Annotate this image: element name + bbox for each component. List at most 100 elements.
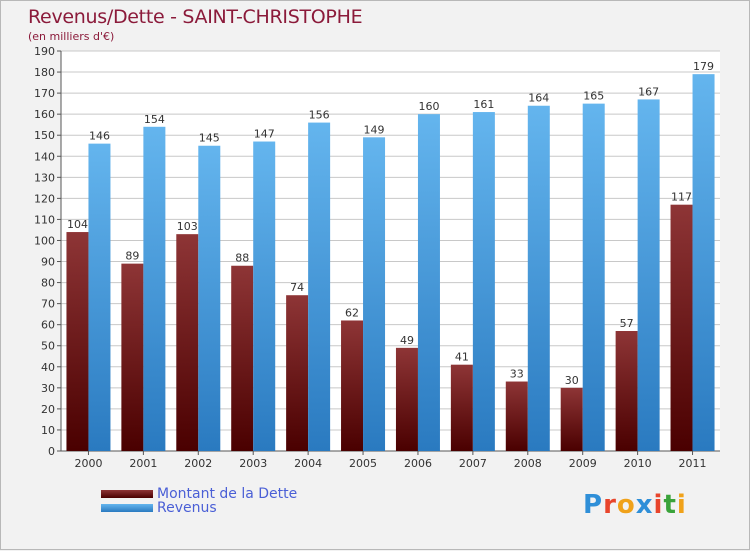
bar-debt bbox=[670, 204, 693, 451]
data-label-debt: 30 bbox=[565, 374, 579, 387]
x-tick-label: 2007 bbox=[459, 457, 487, 470]
logo-letter: o bbox=[616, 490, 636, 520]
legend-item-debt: Montant de la Dette bbox=[101, 486, 298, 502]
y-tick-label: 110 bbox=[34, 213, 55, 226]
bar-revenue bbox=[308, 122, 331, 451]
y-tick-label: 50 bbox=[41, 340, 55, 353]
bar-revenue bbox=[472, 112, 495, 451]
y-tick-label: 10 bbox=[41, 424, 55, 437]
bar-debt bbox=[395, 347, 418, 451]
bar-revenue bbox=[417, 114, 440, 451]
bar-revenue bbox=[582, 103, 605, 451]
bar-debt bbox=[231, 265, 254, 451]
y-tick-label: 40 bbox=[41, 361, 55, 374]
x-tick-label: 2010 bbox=[624, 457, 652, 470]
data-label-debt: 117 bbox=[671, 191, 692, 204]
data-label-revenue: 179 bbox=[693, 60, 714, 73]
y-tick-label: 90 bbox=[41, 256, 55, 269]
bar-debt bbox=[615, 331, 638, 451]
y-tick-label: 60 bbox=[41, 319, 55, 332]
logo-letter: r bbox=[603, 490, 617, 520]
data-label-debt: 49 bbox=[400, 334, 414, 347]
data-label-debt: 88 bbox=[235, 252, 249, 265]
data-label-debt: 33 bbox=[510, 368, 524, 381]
bar-debt bbox=[505, 381, 528, 451]
data-label-revenue: 165 bbox=[583, 90, 604, 103]
x-tick-label: 2001 bbox=[129, 457, 157, 470]
bar-revenue bbox=[253, 141, 276, 452]
data-label-revenue: 156 bbox=[309, 109, 330, 122]
bar-debt bbox=[560, 387, 583, 451]
data-label-revenue: 149 bbox=[364, 123, 385, 136]
plot-area bbox=[61, 51, 720, 451]
x-tick-label: 2011 bbox=[679, 457, 707, 470]
y-tick-label: 120 bbox=[34, 192, 55, 205]
data-label-revenue: 167 bbox=[638, 85, 659, 98]
bar-debt bbox=[286, 295, 309, 451]
bar-revenue bbox=[363, 137, 386, 451]
legend-swatch-revenue bbox=[101, 504, 153, 512]
data-label-debt: 104 bbox=[67, 218, 88, 231]
y-tick-label: 20 bbox=[41, 403, 55, 416]
x-tick-label: 2005 bbox=[349, 457, 377, 470]
logo-letter: i bbox=[676, 490, 687, 520]
y-tick-label: 100 bbox=[34, 234, 55, 247]
x-tick-label: 2002 bbox=[184, 457, 212, 470]
bar-debt bbox=[176, 234, 199, 451]
logo-letter: P bbox=[583, 490, 604, 520]
legend-item-revenue: Revenus bbox=[101, 500, 297, 516]
data-label-revenue: 164 bbox=[528, 92, 549, 105]
x-tick-label: 2000 bbox=[74, 457, 102, 470]
data-label-debt: 74 bbox=[290, 281, 304, 294]
data-label-revenue: 145 bbox=[199, 132, 220, 145]
data-label-debt: 62 bbox=[345, 306, 359, 319]
bar-debt bbox=[450, 364, 473, 451]
bar-revenue bbox=[637, 99, 660, 451]
bar-debt bbox=[341, 320, 364, 451]
legend: Montant de la Dette Revenus bbox=[101, 486, 298, 516]
y-tick-label: 160 bbox=[34, 108, 55, 121]
proxiti-logo: Proxiti bbox=[583, 490, 687, 520]
y-tick-label: 170 bbox=[34, 87, 55, 100]
y-tick-label: 30 bbox=[41, 382, 55, 395]
legend-label-debt: Montant de la Dette bbox=[157, 486, 298, 502]
x-tick-label: 2006 bbox=[404, 457, 432, 470]
x-tick-label: 2004 bbox=[294, 457, 322, 470]
chart-subtitle: (en milliers d'€) bbox=[28, 30, 115, 43]
bar-debt bbox=[121, 263, 144, 451]
data-label-debt: 57 bbox=[620, 317, 634, 330]
x-tick-label: 2009 bbox=[569, 457, 597, 470]
data-label-debt: 41 bbox=[455, 351, 469, 364]
x-tick-label: 2003 bbox=[239, 457, 267, 470]
bar-debt bbox=[66, 232, 89, 451]
bar-revenue bbox=[198, 145, 221, 451]
legend-swatch-debt bbox=[101, 490, 153, 498]
y-tick-label: 130 bbox=[34, 171, 55, 184]
data-label-revenue: 147 bbox=[254, 128, 275, 141]
data-label-revenue: 160 bbox=[418, 100, 439, 113]
data-label-debt: 103 bbox=[177, 220, 198, 233]
bar-revenue bbox=[692, 74, 715, 451]
y-tick-label: 0 bbox=[48, 445, 55, 458]
y-tick-label: 180 bbox=[34, 66, 55, 79]
logo-letter: x bbox=[635, 490, 654, 520]
y-tick-label: 140 bbox=[34, 150, 55, 163]
bar-revenue bbox=[527, 105, 550, 451]
data-label-debt: 89 bbox=[125, 250, 139, 263]
chart-title: Revenus/Dette - SAINT-CHRISTOPHE bbox=[28, 6, 363, 28]
x-tick-label: 2008 bbox=[514, 457, 542, 470]
data-label-revenue: 154 bbox=[144, 113, 165, 126]
logo-letter: i bbox=[653, 490, 664, 520]
bar-revenue bbox=[88, 143, 111, 451]
y-tick-label: 70 bbox=[41, 298, 55, 311]
logo-letter: t bbox=[663, 490, 677, 520]
y-tick-label: 190 bbox=[34, 45, 55, 58]
data-label-revenue: 146 bbox=[89, 130, 110, 143]
y-tick-label: 80 bbox=[41, 277, 55, 290]
y-tick-label: 150 bbox=[34, 129, 55, 142]
bar-revenue bbox=[143, 126, 166, 451]
data-label-revenue: 161 bbox=[473, 98, 494, 111]
legend-label-revenue: Revenus bbox=[157, 500, 217, 516]
